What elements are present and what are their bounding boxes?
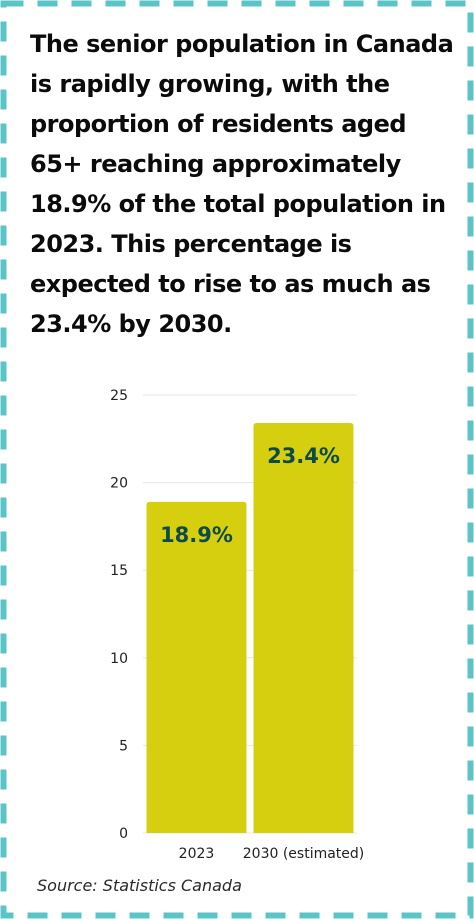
headline-highlight: 2023 <box>30 230 95 258</box>
y-tick-label: 15 <box>110 563 128 579</box>
y-tick-label: 0 <box>119 826 128 842</box>
bar <box>253 423 354 833</box>
headline-segment: The senior population in Canada is rapid… <box>30 30 454 178</box>
y-tick-label: 25 <box>110 388 128 404</box>
x-tick-label: 2030 (estimated) <box>243 846 365 862</box>
headline-segment: . This percentage is expected to rise to… <box>30 230 431 298</box>
headline-segment: . <box>223 310 232 338</box>
bar <box>146 501 247 833</box>
headline-highlight: 23.4% <box>30 310 111 338</box>
y-tick-label: 5 <box>119 738 128 754</box>
data-label: 23.4% <box>267 444 340 468</box>
headline-text: The senior population in Canada is rapid… <box>30 24 455 344</box>
x-tick-label: 2023 <box>179 846 215 862</box>
headline-segment: by <box>110 310 159 338</box>
data-label: 18.9% <box>160 523 233 547</box>
y-tick-label: 20 <box>110 476 128 492</box>
y-tick-label: 10 <box>110 651 128 667</box>
headline-segment: of the total population in <box>110 190 446 218</box>
source-caption: Source: Statistics Canada <box>37 876 242 895</box>
headline-highlight: 2030 <box>158 310 224 338</box>
headline-highlight: 18.9% <box>30 190 111 218</box>
